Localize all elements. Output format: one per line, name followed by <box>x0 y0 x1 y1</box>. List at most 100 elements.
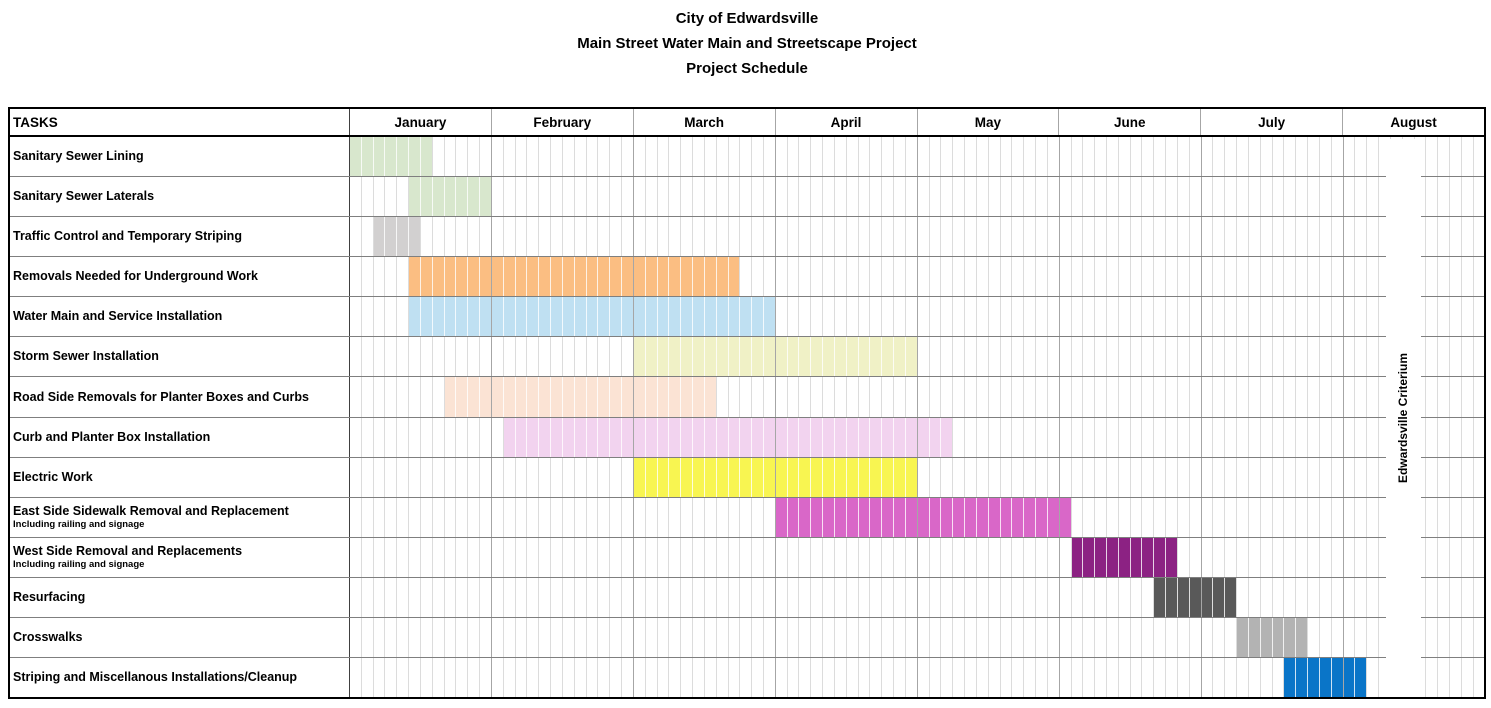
grid-cell <box>1001 177 1013 217</box>
grid-cell <box>350 457 362 497</box>
grid-cell <box>516 457 528 497</box>
grid-cell <box>705 217 717 257</box>
grid-cell <box>1426 577 1439 617</box>
gantt-bar-segment <box>420 177 433 217</box>
grid-cell <box>729 137 741 177</box>
grid-cell <box>941 537 954 577</box>
grid-cell <box>492 617 504 658</box>
grid-cell <box>1462 617 1474 658</box>
grid-cell <box>598 337 611 377</box>
gantt-bar-segment <box>1189 577 1202 617</box>
grid-cell <box>847 137 859 177</box>
grid-cell <box>1261 337 1273 377</box>
grid-cell <box>468 617 481 658</box>
gantt-bar-segment <box>681 377 694 417</box>
grid-cell <box>1024 337 1037 377</box>
grid-cell <box>468 577 481 617</box>
grid-cell <box>421 497 433 537</box>
grid-cell <box>1249 137 1261 177</box>
grid-cell <box>622 658 634 698</box>
gantt-bar-segment <box>693 417 705 457</box>
grid-cell <box>445 658 457 698</box>
gantt-bar-segment <box>988 497 1001 537</box>
grid-cell <box>1225 137 1238 177</box>
side-band-label: Edwardsville Criterium <box>1396 352 1411 484</box>
grid-cell <box>516 537 528 577</box>
grid-cell <box>1308 297 1320 337</box>
grid-cell <box>1024 617 1037 658</box>
grid-cell <box>776 297 788 337</box>
grid-cell <box>598 577 611 617</box>
gantt-bar-segment <box>622 377 634 417</box>
grid-cell <box>669 617 682 658</box>
grid-cell <box>1190 297 1202 337</box>
grid-cell <box>350 537 362 577</box>
grid-cell <box>882 537 895 577</box>
grid-cell <box>1048 617 1060 658</box>
grid-cell <box>1450 337 1462 377</box>
grid-cell <box>421 577 433 617</box>
grid-cell <box>906 177 918 217</box>
grid-cell <box>1474 377 1485 416</box>
gantt-bar-segment <box>669 417 682 457</box>
grid-cell <box>1036 537 1048 577</box>
task-row: Sanitary Sewer Laterals <box>10 177 1484 218</box>
grid-cell <box>1344 257 1356 297</box>
grid-cell <box>941 457 954 497</box>
grid-cell <box>1119 417 1131 457</box>
gantt-bar-segment <box>740 337 753 377</box>
grid-cell <box>1415 337 1427 377</box>
grid-cell <box>894 217 906 257</box>
gantt-bar-segment <box>728 417 741 457</box>
grid-cell <box>598 137 611 177</box>
grid-cell <box>492 417 504 457</box>
gantt-bar-segment <box>870 337 883 377</box>
grid-cell <box>1474 578 1485 617</box>
gantt-chart: TASKS January February March April May June Ju… <box>8 107 1486 699</box>
gantt-bar-segment <box>941 497 954 537</box>
grid-cell <box>1332 337 1344 377</box>
grid-cell <box>1225 177 1238 217</box>
grid-cell <box>622 337 634 377</box>
grid-cell <box>705 537 717 577</box>
grid-cell <box>847 297 859 337</box>
grid-cell <box>1178 417 1190 457</box>
gantt-bar-segment <box>385 217 398 257</box>
task-sublabel: Including railing and signage <box>13 518 145 530</box>
grid-cell <box>1190 137 1202 177</box>
grid-cell <box>1012 417 1025 457</box>
gantt-bar-segment <box>645 337 658 377</box>
grid-cell <box>764 217 776 257</box>
grid-cell <box>1190 457 1202 497</box>
grid-cell <box>1178 297 1190 337</box>
grid-cell <box>1178 337 1190 377</box>
grid-cell <box>445 137 457 177</box>
grid-cell <box>646 177 658 217</box>
gantt-bar-segment <box>610 377 623 417</box>
grid-cell <box>362 257 374 297</box>
grid-cell <box>1438 137 1451 177</box>
task-timeline <box>350 537 1484 577</box>
grid-cell <box>1308 217 1320 257</box>
grid-cell <box>1202 217 1214 257</box>
grid-cell <box>1119 658 1131 698</box>
grid-cell <box>646 658 658 698</box>
grid-cell <box>918 217 930 257</box>
grid-cell <box>421 658 433 698</box>
gantt-bar-segment <box>905 457 918 497</box>
tasks-header: TASKS <box>10 109 350 135</box>
grid-cell <box>989 577 1001 617</box>
gantt-bar-segment <box>681 297 694 337</box>
grid-cell <box>575 537 587 577</box>
grid-cell <box>1261 537 1273 577</box>
grid-cell <box>1001 257 1013 297</box>
gantt-bar-segment <box>409 217 421 257</box>
grid-cell <box>823 297 835 337</box>
gantt-bar-segment <box>929 417 942 457</box>
grid-cell <box>1202 497 1214 537</box>
grid-cell <box>409 457 421 497</box>
grid-cell <box>1001 457 1013 497</box>
grid-cell <box>527 457 540 497</box>
grid-cell <box>409 417 421 457</box>
grid-cell <box>1001 337 1013 377</box>
